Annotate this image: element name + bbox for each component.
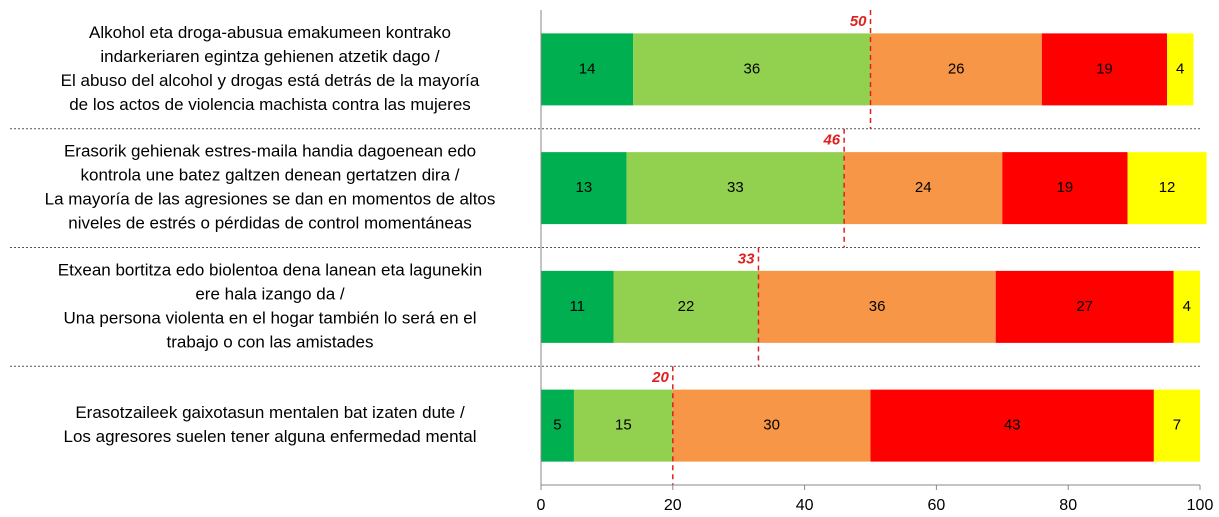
bar-segment	[541, 270, 614, 343]
data-label: 19	[1096, 60, 1113, 77]
category-label: Alkohol eta droga-abusua emakumeen kontr…	[89, 23, 451, 42]
category-label: ere hala izango da /	[195, 284, 345, 303]
data-label: 11	[569, 298, 585, 315]
data-label: 12	[1159, 179, 1176, 196]
bar-segment	[613, 270, 759, 343]
x-tick-label: 40	[796, 497, 814, 514]
data-label: 4	[1183, 298, 1191, 315]
bar-segment	[1173, 270, 1200, 343]
bar-segment	[870, 389, 1154, 462]
data-label: 4	[1176, 60, 1184, 77]
data-label: 36	[869, 298, 886, 315]
category-label: Los agresores suelen tener alguna enferm…	[64, 427, 477, 446]
data-label: 13	[575, 179, 592, 196]
x-tick-label: 100	[1187, 497, 1214, 514]
marker-label: 20	[651, 369, 669, 386]
bar-segment	[1002, 152, 1128, 225]
data-label: 27	[1076, 298, 1093, 315]
bar-segment	[870, 33, 1042, 106]
bar-segment	[844, 152, 1003, 225]
bar-segment	[541, 389, 574, 462]
data-label: 19	[1057, 179, 1074, 196]
x-tick-label: 60	[928, 497, 946, 514]
category-label: Erasorik gehienak estres-maila handia da…	[64, 142, 476, 161]
bar-segment	[541, 33, 634, 106]
bar-segment	[672, 389, 871, 462]
data-label: 15	[615, 417, 632, 434]
x-tick-label: 0	[537, 497, 546, 514]
data-label: 22	[678, 298, 695, 315]
bar-segment	[573, 389, 673, 462]
data-label: 43	[1004, 417, 1021, 434]
category-label: La mayoría de las agresiones se dan en m…	[45, 190, 496, 209]
marker-label: 46	[822, 132, 840, 149]
category-label: Una persona violenta en el hogar también…	[64, 308, 477, 327]
bar-segment	[633, 33, 871, 106]
category-label: indarkeriaren egintza gehienen atzetik d…	[100, 47, 440, 66]
bar-segment	[1041, 33, 1168, 106]
bar-segment	[1127, 152, 1207, 225]
x-tick-label: 20	[664, 497, 682, 514]
data-label: 33	[727, 179, 744, 196]
category-label: El abuso del alcohol y drogas está detrá…	[61, 71, 480, 90]
data-label: 5	[553, 417, 561, 434]
data-label: 7	[1173, 417, 1181, 434]
category-label: de los actos de violencia machista contr…	[69, 95, 471, 114]
marker-label: 50	[850, 13, 867, 30]
data-label: 24	[915, 179, 932, 196]
bar-segment	[626, 152, 845, 225]
data-label: 14	[579, 60, 596, 77]
category-label: niveles de estrés o pérdidas de control …	[68, 214, 472, 233]
data-label: 30	[763, 417, 780, 434]
data-label: 36	[744, 60, 761, 77]
category-label: Erasotzaileek gaixotasun mentalen bat iz…	[75, 403, 465, 422]
bar-segment	[995, 270, 1174, 343]
category-label: kontrola une batez galtzen denean gertat…	[81, 166, 460, 185]
category-label: Etxean bortitza edo biolentoa dena lanea…	[58, 260, 482, 279]
bar-segment	[758, 270, 996, 343]
x-tick-label: 80	[1059, 497, 1077, 514]
bar-segment	[541, 152, 627, 225]
bar-segment	[1153, 389, 1200, 462]
marker-label: 33	[738, 250, 755, 267]
category-label: trabajo o con las amistades	[167, 332, 374, 351]
data-label: 26	[948, 60, 965, 77]
bar-segment	[1167, 33, 1194, 106]
